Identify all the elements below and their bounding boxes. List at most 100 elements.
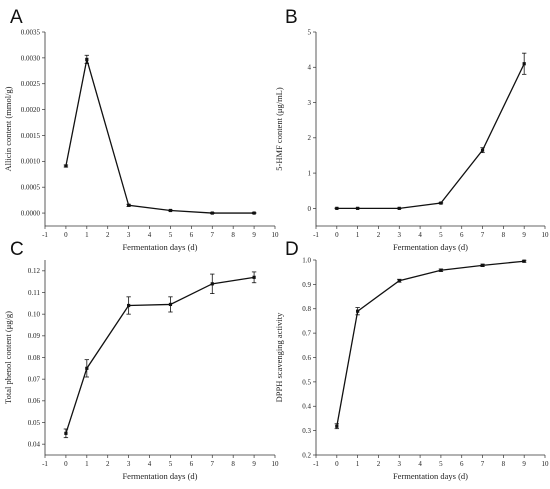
x-tick-label: 6 [190, 460, 194, 468]
x-tick-label: 7 [481, 460, 485, 468]
x-tick-label: 2 [377, 231, 381, 239]
panel-c: C -1 0 1 2 3 4 5 6 7 8 9 10 0.04 0.05 0.06 0.07 0.08 0.09 0… [3, 239, 279, 481]
data-point [335, 424, 339, 428]
y-tick-label: 4 [308, 64, 312, 72]
x-tick-label: 9 [522, 231, 526, 239]
y-tick-label: 3 [308, 99, 312, 107]
x-tick-label: 6 [460, 231, 464, 239]
y-tick-label: 0.0030 [21, 54, 41, 62]
x-tick-label: 5 [169, 231, 173, 239]
y-tick-label: 1.0 [302, 256, 311, 264]
y-tick-label: 0.0005 [21, 184, 41, 192]
x-tick-label: 2 [106, 231, 110, 239]
panel-letter: C [10, 239, 24, 260]
x-tick-label: 5 [439, 460, 443, 468]
y-tick-label: 0.04 [28, 441, 41, 449]
x-axis-label: Fermentation days (d) [122, 471, 197, 481]
y-tick-label: 2 [308, 134, 312, 142]
x-tick-label: -1 [313, 460, 319, 468]
y-tick-label: 0.08 [28, 354, 41, 362]
x-tick-label: 1 [85, 231, 89, 239]
data-point [522, 259, 526, 263]
data-point [252, 275, 256, 279]
x-tick-label: 1 [356, 460, 360, 468]
data-point [439, 201, 443, 205]
data-point [168, 208, 173, 213]
data-point [397, 206, 401, 210]
data-point [335, 206, 339, 210]
axis-frame [44, 32, 275, 227]
data-point [356, 309, 360, 313]
data-point [85, 57, 89, 62]
y-tick-label: 0.0015 [21, 132, 41, 140]
x-tick-label: 7 [211, 460, 215, 468]
y-tick-label: 0.0000 [21, 209, 41, 217]
y-tick-label: 0.2 [302, 451, 311, 459]
x-tick-label: 6 [190, 231, 194, 239]
panel-letter: A [10, 7, 23, 28]
x-tick-label: -1 [42, 231, 48, 239]
panel-b: B -1 0 1 2 3 4 5 6 7 8 9 10 0 1 2 3 4 5 Fermentation days (… [274, 7, 549, 252]
data-point [64, 431, 68, 435]
y-tick-label: 0.09 [28, 332, 41, 340]
x-tick-label: 8 [231, 231, 235, 239]
x-tick-label: 4 [418, 460, 422, 468]
y-tick-label: 0.9 [302, 281, 311, 289]
x-tick-label: 10 [542, 231, 550, 239]
x-tick-label: 5 [169, 460, 173, 468]
data-point [127, 203, 131, 207]
x-tick-label: 10 [542, 460, 550, 468]
y-tick-label: 0.7 [302, 330, 311, 338]
y-axis-label: 5-HMF content (μg/mL) [274, 87, 284, 171]
y-tick-label: 0.6 [302, 354, 311, 362]
x-tick-label: 3 [398, 460, 402, 468]
x-tick-label: 5 [439, 231, 443, 239]
x-tick-label: 2 [377, 460, 381, 468]
data-point [480, 263, 485, 267]
y-tick-label: 0.0035 [21, 28, 41, 36]
x-tick-label: 3 [127, 231, 131, 239]
data-point [439, 268, 443, 272]
x-tick-label: 8 [502, 460, 506, 468]
x-tick-label: 8 [502, 231, 506, 239]
y-tick-label: 0.5 [302, 378, 311, 386]
data-point [85, 366, 89, 370]
axis-frame [315, 260, 545, 456]
data-point [210, 282, 214, 286]
x-axis-label: Fermentation days (d) [393, 471, 468, 481]
x-tick-label: 10 [272, 231, 280, 239]
y-tick-label: 0.8 [302, 305, 311, 313]
y-tick-label: 0.12 [28, 267, 41, 275]
y-tick-label: 0.0025 [21, 80, 41, 88]
x-tick-label: 0 [335, 460, 339, 468]
series-line [336, 63, 525, 210]
x-tick-label: 9 [252, 231, 256, 239]
y-tick-label: 0.07 [28, 376, 41, 384]
x-tick-label: 0 [335, 231, 339, 239]
x-tick-label: 7 [211, 231, 215, 239]
data-point [210, 211, 214, 215]
panel-letter: D [285, 239, 299, 260]
x-tick-label: -1 [313, 231, 319, 239]
y-axis-label: Total phenol content (μg/g) [3, 311, 13, 404]
y-tick-label: 0.05 [28, 419, 41, 427]
y-tick-label: 5 [308, 28, 312, 36]
series-line [65, 276, 255, 434]
x-axis-label: Fermentation days (d) [122, 242, 197, 252]
panel-d: D -1 0 1 2 3 4 5 6 7 8 9 10 0.2 0.3 0.4 0.5 0.6 0.7 0.8 0.9 1… [274, 239, 549, 481]
data-point [252, 211, 256, 215]
y-axis-label: DPPH scavenging activity [274, 312, 284, 402]
data-point [127, 303, 131, 308]
x-tick-label: 10 [272, 460, 280, 468]
x-tick-label: 6 [460, 460, 464, 468]
x-tick-label: -1 [42, 460, 48, 468]
data-point [522, 62, 526, 66]
x-tick-label: 0 [64, 460, 68, 468]
x-tick-label: 3 [398, 231, 402, 239]
data-point [356, 206, 360, 210]
axis-frame [315, 32, 545, 227]
data-point [480, 148, 485, 152]
data-point [397, 279, 401, 283]
y-tick-label: 0.06 [28, 397, 41, 405]
